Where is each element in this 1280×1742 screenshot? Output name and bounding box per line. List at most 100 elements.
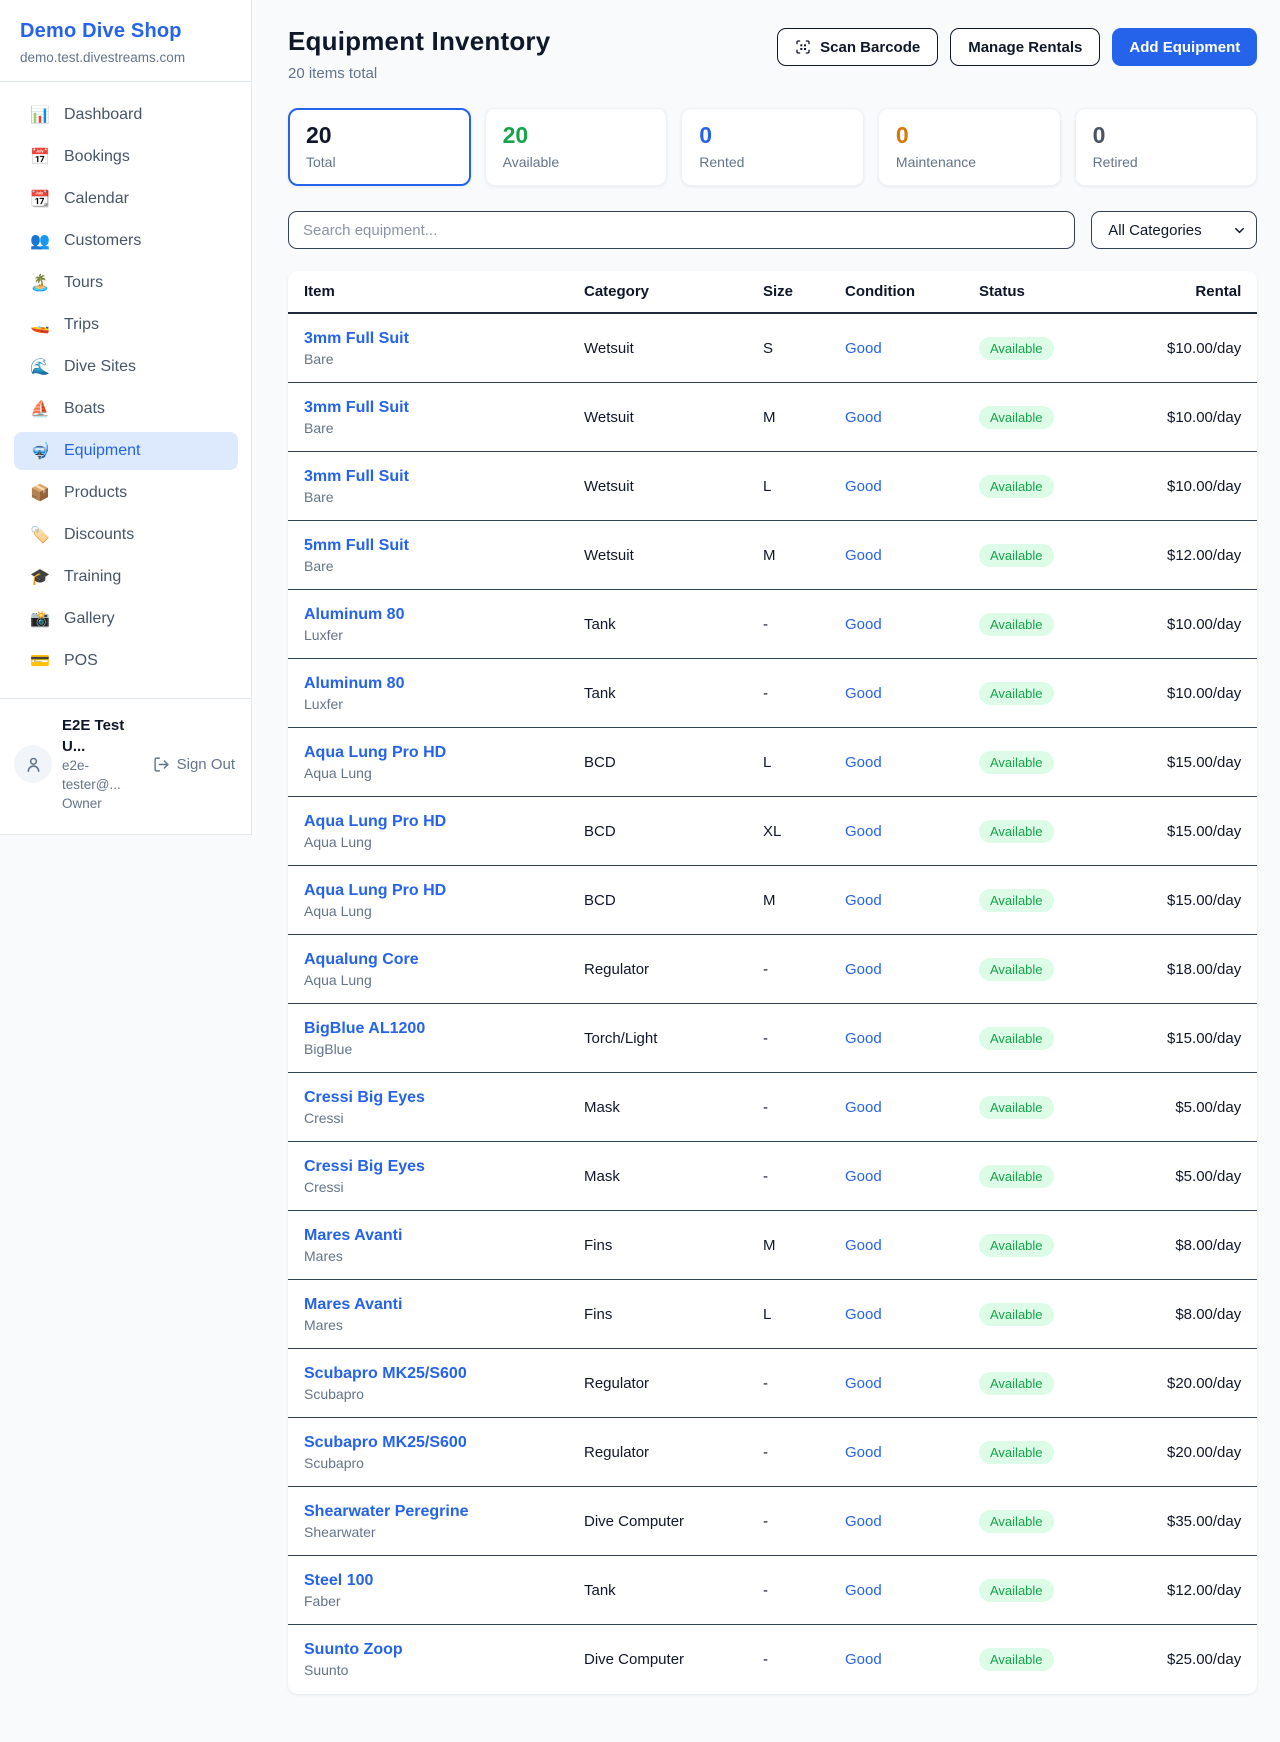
item-name-link[interactable]: Steel 100: [304, 1571, 374, 1589]
brand-name[interactable]: Demo Dive Shop: [20, 20, 182, 42]
size-cell: -: [763, 1651, 768, 1668]
table-row: 3mm Full Suit Bare Wetsuit S Good Available $1…: [288, 314, 1258, 383]
item-brand: Cressi: [304, 1178, 344, 1195]
condition-link[interactable]: Good: [845, 408, 882, 426]
item-name-link[interactable]: Scubapro MK25/S600: [304, 1364, 467, 1382]
column-header-item: Item: [304, 283, 335, 300]
sidebar-item-discounts[interactable]: 🏷️ Discounts: [14, 516, 238, 554]
sidebar-item-dashboard[interactable]: 📊 Dashboard: [14, 96, 238, 134]
item-name-link[interactable]: Cressi Big Eyes: [304, 1157, 425, 1175]
size-cell: -: [763, 1167, 768, 1185]
sidebar-item-gallery[interactable]: 📸 Gallery: [14, 600, 238, 638]
sidebar-item-customers[interactable]: 👥 Customers: [14, 222, 238, 260]
rental-cell: $15.00/day: [1167, 753, 1242, 771]
item-name-link[interactable]: Mares Avanti: [304, 1226, 403, 1244]
category-cell: Regulator: [584, 960, 650, 978]
scan-barcode-button[interactable]: Scan Barcode: [777, 28, 939, 66]
add-equipment-label: Add Equipment: [1129, 38, 1241, 56]
sidebar-item-trips[interactable]: 🚤 Trips: [14, 306, 238, 344]
condition-link[interactable]: Good: [845, 1374, 882, 1392]
sidebar-item-pos[interactable]: 💳 POS: [14, 642, 238, 680]
sidebar-nav: 📊 Dashboard 📅 Bookings 📆 Calendar 👥 Customers 🏝️…: [0, 82, 251, 690]
rental-cell: $10.00/day: [1167, 615, 1242, 633]
stat-card-total[interactable]: 20 Total: [288, 108, 471, 186]
item-name-link[interactable]: Aluminum 80: [304, 674, 405, 692]
item-name-link[interactable]: Suunto Zoop: [304, 1641, 403, 1658]
condition-link[interactable]: Good: [845, 1305, 882, 1323]
sidebar-item-equipment[interactable]: 🤿 Equipment: [14, 432, 238, 470]
category-select[interactable]: All Categories: [1091, 211, 1258, 249]
condition-link[interactable]: Good: [845, 1581, 882, 1599]
condition-link[interactable]: Good: [845, 1443, 882, 1461]
avatar: [14, 745, 52, 784]
condition-link[interactable]: Good: [845, 960, 882, 978]
condition-link[interactable]: Good: [845, 1512, 882, 1530]
condition-cell: Good: [845, 1375, 979, 1392]
sidebar-item-boats[interactable]: ⛵ Boats: [14, 390, 238, 428]
item-name-link[interactable]: Aluminum 80: [304, 605, 405, 623]
sidebar-item-label: Dive Sites: [64, 358, 137, 375]
condition-link[interactable]: Good: [845, 615, 882, 633]
stat-card-retired[interactable]: 0 Retired: [1074, 108, 1258, 186]
condition-link[interactable]: Good: [845, 1236, 882, 1254]
item-cell: Suunto Zoop Suunto: [304, 1641, 584, 1678]
item-name-link[interactable]: Mares Avanti: [304, 1295, 403, 1313]
item-name-link[interactable]: Shearwater Peregrine: [304, 1502, 469, 1520]
sidebar-item-products[interactable]: 📦 Products: [14, 474, 238, 512]
status-badge: Available: [979, 405, 1054, 429]
condition-link[interactable]: Good: [845, 684, 882, 702]
add-equipment-button[interactable]: Add Equipment: [1112, 28, 1258, 66]
sidebar-item-training[interactable]: 🎓 Training: [14, 558, 238, 596]
condition-link[interactable]: Good: [845, 891, 882, 909]
sidebar-item-tours[interactable]: 🏝️ Tours: [14, 264, 238, 302]
category-cell: Fins: [584, 1305, 613, 1323]
stat-card-available[interactable]: 20 Available: [484, 108, 668, 186]
condition-link[interactable]: Good: [845, 1098, 882, 1116]
item-cell: Aqua Lung Pro HD Aqua Lung: [304, 882, 584, 919]
sidebar-item-bookings[interactable]: 📅 Bookings: [14, 138, 238, 176]
condition-link[interactable]: Good: [845, 1651, 882, 1668]
item-cell: Aqua Lung Pro HD Aqua Lung: [304, 744, 584, 781]
item-name-link[interactable]: Aqua Lung Pro HD: [304, 812, 447, 830]
status-cell: Available: [979, 1578, 1167, 1602]
item-name-link[interactable]: Aqua Lung Pro HD: [304, 881, 447, 899]
sidebar-item-dive-sites[interactable]: 🌊 Dive Sites: [14, 348, 238, 386]
item-name-link[interactable]: Cressi Big Eyes: [304, 1088, 425, 1106]
status-badge: Available: [979, 750, 1054, 774]
item-name-link[interactable]: 3mm Full Suit: [304, 329, 409, 347]
condition-cell: Good: [845, 1582, 979, 1599]
condition-link[interactable]: Good: [845, 1167, 882, 1185]
condition-link[interactable]: Good: [845, 1029, 882, 1047]
calendar-date-icon: 📅: [30, 147, 50, 166]
item-name-link[interactable]: 5mm Full Suit: [304, 536, 409, 554]
condition-link[interactable]: Good: [845, 822, 882, 840]
stat-card-rented[interactable]: 0 Rented: [681, 108, 864, 186]
item-brand: Aqua Lung: [304, 833, 372, 850]
condition-link[interactable]: Good: [845, 753, 882, 771]
sign-out-button[interactable]: Sign Out: [153, 756, 235, 773]
item-name-link[interactable]: Aqua Lung Pro HD: [304, 743, 447, 761]
condition-cell: Good: [845, 1099, 979, 1116]
brand-domain: demo.test.divestreams.com: [20, 50, 186, 65]
condition-link[interactable]: Good: [845, 546, 882, 564]
user-role: Owner: [62, 795, 102, 811]
condition-cell: Good: [845, 823, 979, 840]
manage-rentals-button[interactable]: Manage Rentals: [950, 28, 1101, 66]
item-name-link[interactable]: 3mm Full Suit: [304, 467, 409, 485]
status-cell: Available: [979, 1509, 1167, 1533]
stat-card-maintenance[interactable]: 0 Maintenance: [877, 108, 1061, 186]
condition-link[interactable]: Good: [845, 477, 882, 495]
condition-link[interactable]: Good: [845, 339, 882, 357]
item-name-link[interactable]: Aqualung Core: [304, 950, 419, 968]
item-name-link[interactable]: 3mm Full Suit: [304, 398, 409, 416]
status-badge: Available: [979, 336, 1054, 360]
tear-off-calendar-icon: 📆: [30, 189, 50, 208]
item-cell: Shearwater Peregrine Shearwater: [304, 1503, 584, 1540]
page-title: Equipment Inventory: [288, 26, 551, 56]
item-name-link[interactable]: Scubapro MK25/S600: [304, 1433, 467, 1451]
sidebar-item-calendar[interactable]: 📆 Calendar: [14, 180, 238, 218]
equipment-table: Item Category Size Condition Status Rental 3m…: [288, 271, 1258, 1694]
item-brand: Aqua Lung: [304, 971, 372, 988]
search-input[interactable]: [288, 211, 1076, 249]
item-name-link[interactable]: BigBlue AL1200: [304, 1019, 426, 1037]
